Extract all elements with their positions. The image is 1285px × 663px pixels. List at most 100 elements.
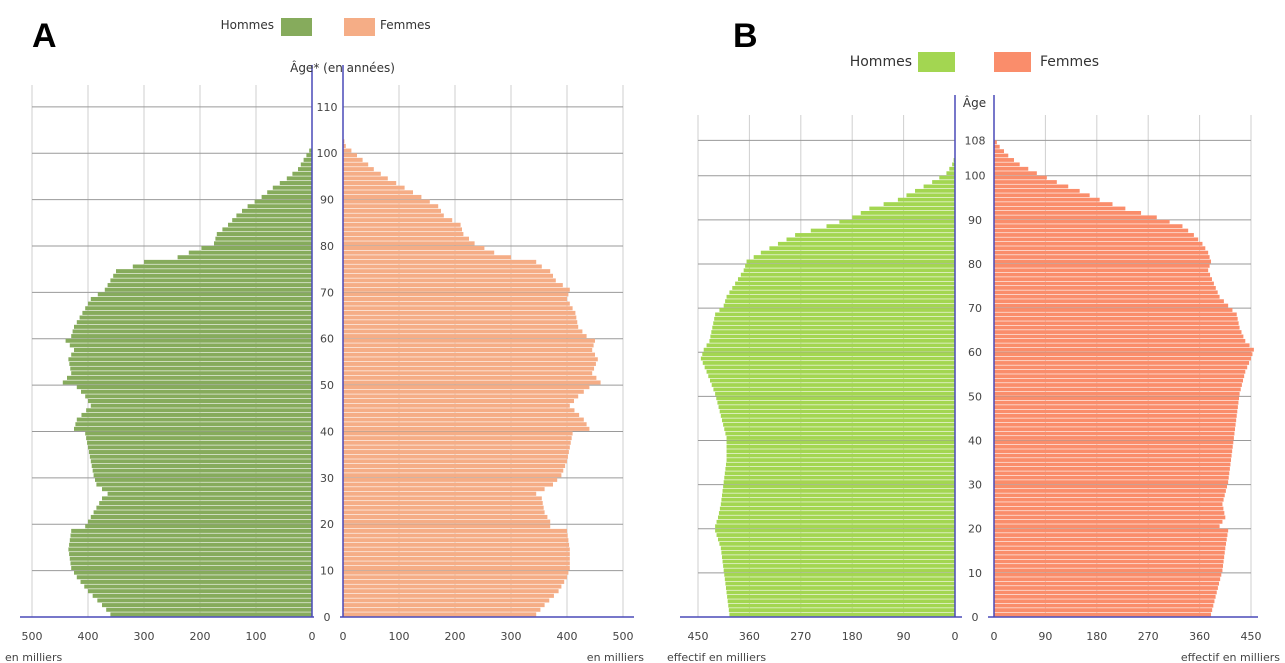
age-tick-label: 80	[320, 240, 334, 253]
bar-femmes	[343, 538, 569, 543]
bar-femmes	[994, 537, 1227, 542]
bar-hommes	[726, 458, 955, 462]
bar-femmes	[994, 528, 1229, 533]
bar-hommes	[88, 589, 312, 594]
bar-hommes	[247, 204, 312, 209]
age-tick-backing	[962, 521, 988, 535]
bar-femmes	[343, 185, 405, 190]
bar-femmes	[994, 202, 1113, 206]
bar-hommes	[86, 436, 312, 441]
bar-femmes	[343, 375, 597, 380]
bar-femmes	[343, 292, 569, 297]
bar-hommes	[69, 556, 312, 561]
bar-hommes	[85, 524, 312, 529]
bar-femmes	[994, 228, 1189, 233]
age-tick-backing	[314, 285, 340, 299]
bar-hommes	[188, 250, 312, 255]
x-tick-label-left: 450	[688, 630, 709, 643]
bar-femmes	[994, 431, 1235, 436]
age-tick-backing	[314, 470, 340, 484]
bar-femmes	[343, 570, 569, 575]
age-tick-label: 90	[968, 214, 982, 227]
x-tick-label-right: 500	[613, 630, 634, 643]
bar-femmes	[994, 140, 997, 145]
bar-femmes	[994, 334, 1244, 339]
bar-femmes	[343, 273, 553, 278]
bar-femmes	[994, 400, 1239, 405]
bar-femmes	[994, 506, 1224, 511]
bar-femmes	[994, 158, 1014, 162]
bar-femmes	[343, 487, 545, 492]
bar-femmes	[994, 184, 1069, 189]
bar-hommes	[769, 246, 955, 251]
bar-femmes	[994, 188, 1080, 193]
age-tick-label: 10	[320, 565, 334, 578]
bar-hommes	[201, 245, 312, 250]
bar-hommes	[80, 579, 313, 584]
bar-hommes	[704, 365, 955, 370]
bar-hommes	[726, 444, 955, 449]
bar-hommes	[88, 445, 312, 450]
bar-hommes	[718, 405, 955, 409]
bar-hommes	[715, 528, 955, 533]
bar-hommes	[717, 400, 955, 405]
bar-femmes	[994, 286, 1216, 290]
bar-hommes	[760, 250, 955, 255]
bar-hommes	[726, 294, 955, 299]
bar-hommes	[883, 202, 955, 206]
bar-femmes	[343, 357, 598, 362]
bar-hommes	[88, 519, 312, 524]
bar-hommes	[216, 232, 312, 237]
bar-hommes	[735, 281, 955, 286]
bar-femmes	[994, 519, 1223, 524]
bar-femmes	[994, 166, 1029, 171]
bar-hommes	[719, 409, 955, 414]
bar-femmes	[994, 444, 1233, 449]
bar-femmes	[343, 547, 570, 552]
bar-hommes	[104, 287, 312, 292]
bar-hommes	[719, 541, 955, 546]
bar-femmes	[343, 329, 583, 334]
bar-femmes	[994, 493, 1225, 498]
bar-hommes	[725, 462, 955, 467]
bar-femmes	[994, 321, 1239, 326]
bar-hommes	[710, 334, 955, 339]
bar-femmes	[994, 347, 1254, 352]
bar-hommes	[71, 371, 312, 376]
bar-femmes	[343, 450, 569, 455]
bar-femmes	[994, 303, 1229, 308]
age-tick-label: 100	[317, 147, 338, 160]
age-tick-label: 70	[320, 286, 334, 299]
age-tick-label: 40	[968, 434, 982, 447]
age-tick-backing	[314, 238, 340, 252]
x-tick-label-right: 270	[1138, 630, 1159, 643]
bar-femmes	[343, 408, 575, 413]
bar-femmes	[343, 264, 542, 269]
bar-hommes	[300, 162, 312, 167]
bar-femmes	[343, 417, 584, 422]
x-tick-label-left: 90	[897, 630, 911, 643]
bar-femmes	[343, 222, 461, 227]
age-tick-backing	[314, 146, 340, 160]
bar-femmes	[994, 515, 1226, 520]
bar-femmes	[343, 157, 363, 162]
bar-femmes	[994, 391, 1240, 396]
bar-femmes	[343, 477, 558, 482]
bar-hommes	[254, 199, 312, 204]
bar-hommes	[952, 162, 955, 167]
age-axis-title: Âge	[963, 95, 986, 110]
bar-hommes	[298, 167, 312, 172]
bar-hommes	[715, 524, 955, 529]
bar-hommes	[74, 347, 312, 353]
bar-femmes	[994, 246, 1206, 251]
bar-femmes	[343, 296, 567, 302]
bar-hommes	[267, 190, 312, 195]
panel-letter: B	[733, 17, 758, 55]
bar-femmes	[994, 436, 1234, 440]
bar-femmes	[994, 250, 1209, 255]
bar-hommes	[89, 454, 312, 459]
bar-femmes	[994, 449, 1233, 454]
bar-femmes	[343, 514, 548, 520]
bar-hommes	[721, 550, 955, 555]
bar-hommes	[745, 263, 955, 268]
